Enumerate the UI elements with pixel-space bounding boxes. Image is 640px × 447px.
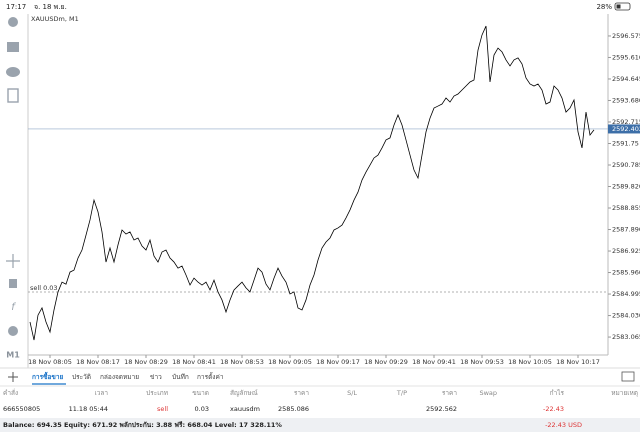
table-cell: sell [157,405,168,413]
x-tick-label: 18 Nov 08:29 [124,358,168,366]
x-tick-label: 18 Nov 08:41 [172,358,216,366]
y-tick-label: 2588.855 [612,204,640,212]
y-tick-label: 2592.715 [612,118,640,126]
current-price-label: 2592.402 [612,125,640,133]
x-tick-label: 18 Nov 09:41 [412,358,456,366]
y-tick-label: 2594.645 [612,75,640,83]
x-tick-label: 18 Nov 10:05 [508,358,552,366]
x-tick-label: 18 Nov 10:17 [556,358,600,366]
toolbar-icon-candles[interactable] [9,279,17,288]
y-tick-label: 2591.75 [612,139,639,147]
tab[interactable]: กล่องจดหมาย [100,373,139,381]
summary-text: Balance: 694.35 Equity: 671.92 พลักประกั… [3,421,282,429]
chart-title: XAUUSDm, M1 [31,15,79,23]
timeframe[interactable]: M1 [6,351,20,360]
table-header: T/P [396,389,407,397]
table-cell: 666550805 [3,405,40,413]
x-tick-label: 18 Nov 09:53 [460,358,504,366]
y-tick-label: 2596.575 [612,32,640,40]
x-tick-label: 18 Nov 08:17 [76,358,120,366]
table-header: ราคา [442,389,457,397]
table-cell: 11.18 05:44 [69,405,108,413]
table-cell: 2585.086 [278,405,309,413]
tab[interactable]: การตั้งค่า [197,372,224,381]
y-tick-label: 2585.960 [612,269,640,277]
table-cell: xauusdm [230,405,260,413]
toolbar-icon-trade[interactable] [7,42,19,52]
y-tick-label: 2587.890 [612,226,640,234]
toolbar-icon-crosshair[interactable] [6,254,20,268]
tabs: การซื้อขาย ประวัติ กล่องจดหมาย ข่าว บันทึก กา… [32,371,224,385]
status-date: จ. 18 พ.ย. [34,3,67,11]
expand-button[interactable] [621,371,635,382]
table-header: Swap [479,389,497,397]
table: คำสั่ง เวลา ประเภท ขนาด สัญลักษณ์ ราคา S/L T/P ร… [3,388,638,413]
summary-bar [0,418,640,432]
table-header: ราคา [294,389,309,397]
chart: 2583.065 2584.030 2584.995 2585.960 2586.925… [28,25,640,366]
y-tick-label: 2583.065 [612,333,640,341]
table-header: เวลา [94,389,108,397]
tab[interactable]: ประวัติ [72,373,91,381]
table-cell: -22.43 [543,405,564,413]
table-header: S/L [347,389,357,397]
current-price-box [608,124,640,134]
add-button[interactable] [8,372,18,382]
x-tick-label: 18 Nov 09:17 [316,358,360,366]
battery-level [616,4,621,9]
toolbar-icon-chat[interactable] [6,67,20,77]
status-battery: 28% [596,3,612,11]
y-tick-label: 2595.610 [612,53,640,61]
toolbar-icon-objects[interactable] [8,326,18,336]
y-tick-label: 2589.820 [612,183,640,191]
tab[interactable]: ข่าว [150,373,162,381]
y-tick-label: 2590.785 [612,161,640,169]
table-header: ขนาด [192,389,209,397]
y-tick-label: 2584.030 [612,312,640,320]
order-label: sell 0.03 [30,284,58,292]
x-tick-label: 18 Nov 08:05 [28,358,72,366]
battery-icon [614,2,631,11]
price-line [29,25,595,341]
table-header: คำสั่ง [3,388,18,397]
x-tick-label: 18 Nov 09:29 [364,358,408,366]
y-tick-label: 2586.925 [612,247,640,255]
table-cell: 0.03 [195,405,209,413]
tab[interactable]: การซื้อขาย [32,371,63,381]
table-header: ประเภท [146,389,168,397]
toolbar-icon-indicators[interactable]: f [11,302,16,313]
table-cell: 2592.562 [426,405,457,413]
y-tick-label: 2593.680 [612,96,640,104]
toolbar-icon-account[interactable] [8,17,18,27]
tab[interactable]: บันทึก [172,373,189,381]
y-tick-label: 2584.995 [612,290,640,298]
table-header: สัญลักษณ์ [230,389,258,397]
status-time: 17:17 [6,3,26,11]
table-header: กำไร [550,389,565,397]
table-header: หมายเหตุ [611,389,638,397]
x-tick-label: 18 Nov 09:05 [268,358,312,366]
summary-profit: -22.43 USD [545,421,582,429]
toolbar-icon-add[interactable] [7,88,19,103]
x-tick-label: 18 Nov 08:53 [220,358,264,366]
